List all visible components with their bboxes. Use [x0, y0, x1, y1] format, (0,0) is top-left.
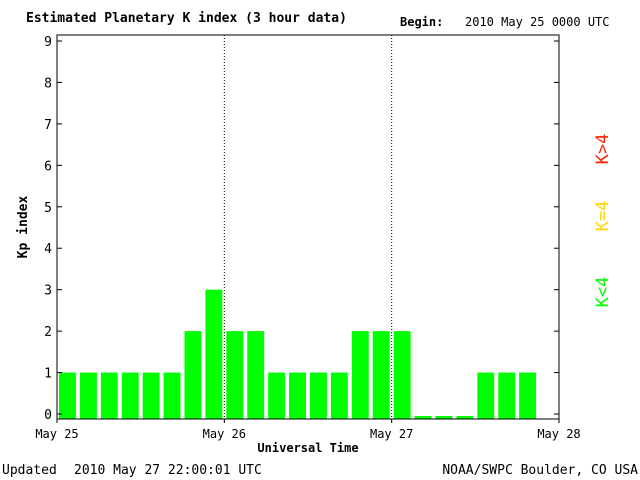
begin-value: 2010 May 25 0000 UTC	[465, 15, 610, 29]
kp-bar	[372, 331, 390, 419]
y-tick-label: 1	[44, 367, 52, 382]
y-tick-label: 8	[44, 76, 52, 91]
y-axis-label: Kp index	[16, 196, 31, 259]
kp-bar	[519, 372, 537, 419]
updated-value: 2010 May 27 22:00:01 UTC	[74, 463, 262, 478]
kp-bar	[289, 372, 306, 419]
source-credit: NOAA/SWPC Boulder, CO USA	[442, 463, 638, 478]
y-tick-label: 2	[44, 325, 52, 340]
y-tick-label: 7	[44, 118, 52, 133]
kp-bar	[226, 331, 244, 419]
y-axis: 0 1 2 3 4 5 6 7 8 9	[44, 35, 559, 423]
kp-bar	[456, 416, 474, 419]
kp-bar	[330, 372, 348, 419]
kp-bar	[184, 331, 202, 419]
x-tick-label: May 25	[35, 427, 78, 441]
kp-bar	[163, 372, 181, 419]
kp-bar	[205, 289, 223, 419]
legend-k-greater-4: K>4	[593, 134, 613, 165]
x-tick-label: May 28	[537, 427, 580, 441]
x-axis-label: Universal Time	[257, 441, 358, 455]
kp-bar	[100, 372, 118, 419]
kp-bar	[268, 372, 286, 419]
y-tick-label: 0	[44, 408, 52, 423]
kp-bar	[142, 372, 160, 419]
x-axis: May 25 May 26 May 27 May 28	[35, 419, 581, 441]
kp-bar	[310, 372, 327, 419]
y-tick-label: 6	[44, 159, 52, 174]
kp-bar	[121, 372, 139, 419]
kp-bar	[59, 372, 76, 419]
kp-bar	[435, 416, 453, 419]
updated-label: Updated	[2, 463, 57, 478]
kp-bar	[498, 372, 516, 419]
y-tick-label: 3	[44, 284, 52, 299]
begin-label: Begin:	[400, 15, 443, 29]
plot-frame	[56, 34, 560, 420]
kp-bar	[393, 331, 411, 419]
legend-k-equal-4: K=4	[593, 201, 613, 232]
x-tick-label: May 27	[370, 427, 413, 441]
kp-bar	[351, 331, 369, 419]
day-dividers	[223, 35, 393, 419]
kp-bar	[79, 372, 97, 419]
bars-group	[59, 289, 537, 419]
legend-k-less-4: K<4	[593, 277, 613, 308]
x-tick-label: May 26	[203, 427, 246, 441]
kp-bar	[414, 416, 432, 419]
kp-bar	[477, 372, 495, 419]
kp-bar	[247, 331, 265, 419]
y-tick-label: 5	[44, 201, 52, 216]
y-tick-label: 4	[44, 242, 52, 257]
y-tick-label: 9	[44, 35, 52, 50]
chart-title: Estimated Planetary K index (3 hour data…	[26, 11, 347, 26]
